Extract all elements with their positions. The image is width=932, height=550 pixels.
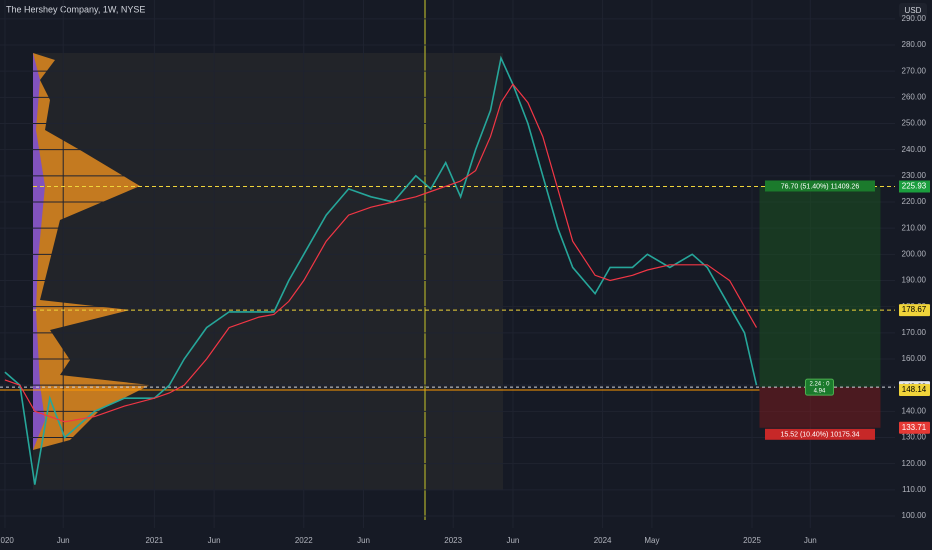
price-badge-label: 148.14 bbox=[902, 385, 927, 394]
y-tick-label: 190.00 bbox=[902, 276, 927, 285]
x-tick-label: May bbox=[644, 536, 659, 545]
y-tick-label: 280.00 bbox=[902, 40, 927, 49]
y-tick-label: 110.00 bbox=[902, 485, 926, 494]
volume-profile-inner bbox=[33, 53, 45, 450]
profile-zone bbox=[33, 53, 503, 490]
price-badge-label: 133.71 bbox=[902, 423, 927, 432]
y-tick-label: 270.00 bbox=[902, 66, 927, 75]
y-tick-label: 290.00 bbox=[902, 14, 927, 23]
x-tick-label: Jun bbox=[57, 536, 70, 545]
price-badge-label: 178.67 bbox=[902, 305, 927, 314]
ratio-sub: 4.94 bbox=[814, 389, 826, 395]
x-tick-label: 2021 bbox=[145, 536, 163, 545]
x-tick-label: 2025 bbox=[743, 536, 761, 545]
stop-label-box bbox=[764, 428, 875, 440]
currency-box bbox=[899, 3, 927, 18]
y-tick-label: 160.00 bbox=[902, 354, 927, 363]
ratio-box bbox=[804, 378, 834, 396]
x-tick-label: 2022 bbox=[295, 536, 313, 545]
price-line bbox=[4, 55, 758, 485]
price-line bbox=[4, 83, 758, 423]
y-tick-label: 130.00 bbox=[902, 433, 927, 442]
x-tick-label: Jun bbox=[804, 536, 817, 545]
price-badge bbox=[899, 180, 930, 193]
y-tick-label: 230.00 bbox=[902, 171, 927, 180]
y-tick-label: 140.00 bbox=[902, 406, 927, 415]
x-tick-label: 2020 bbox=[0, 536, 14, 545]
price-badge bbox=[899, 384, 930, 397]
y-tick-label: 200.00 bbox=[902, 249, 927, 258]
y-tick-label: 220.00 bbox=[902, 197, 927, 206]
stop-label: 15.52 (10.40%) 10175.34 bbox=[780, 432, 859, 439]
y-tick-label: 120.00 bbox=[902, 459, 927, 468]
ratio-label: 2.24 : 0 bbox=[809, 382, 830, 388]
price-badge-label: 225.93 bbox=[902, 182, 927, 191]
target-label: 76.70 (51.40%) 11409.26 bbox=[781, 183, 860, 190]
x-tick-label: Jun bbox=[506, 536, 519, 545]
y-tick-label: 260.00 bbox=[902, 92, 927, 101]
x-tick-label: Jun bbox=[357, 536, 370, 545]
price-axis bbox=[895, 0, 932, 550]
y-tick-label: 210.00 bbox=[902, 223, 927, 232]
currency: USD bbox=[905, 6, 922, 15]
y-tick-label: 170.00 bbox=[902, 328, 927, 337]
price-badge bbox=[899, 421, 930, 434]
y-tick-label: 240.00 bbox=[902, 145, 927, 154]
y-tick-label: 250.00 bbox=[902, 119, 927, 128]
x-tick-label: 2023 bbox=[444, 536, 462, 545]
profit-zone bbox=[759, 186, 881, 388]
target-label-box bbox=[764, 180, 875, 192]
y-tick-label: 100.00 bbox=[902, 511, 927, 520]
x-tick-label: 2024 bbox=[594, 536, 612, 545]
x-tick-label: Jun bbox=[208, 536, 221, 545]
volume-profile bbox=[33, 53, 150, 450]
price-badge bbox=[899, 304, 930, 317]
chart-title: The Hershey Company, 1W, NYSE bbox=[6, 4, 145, 14]
